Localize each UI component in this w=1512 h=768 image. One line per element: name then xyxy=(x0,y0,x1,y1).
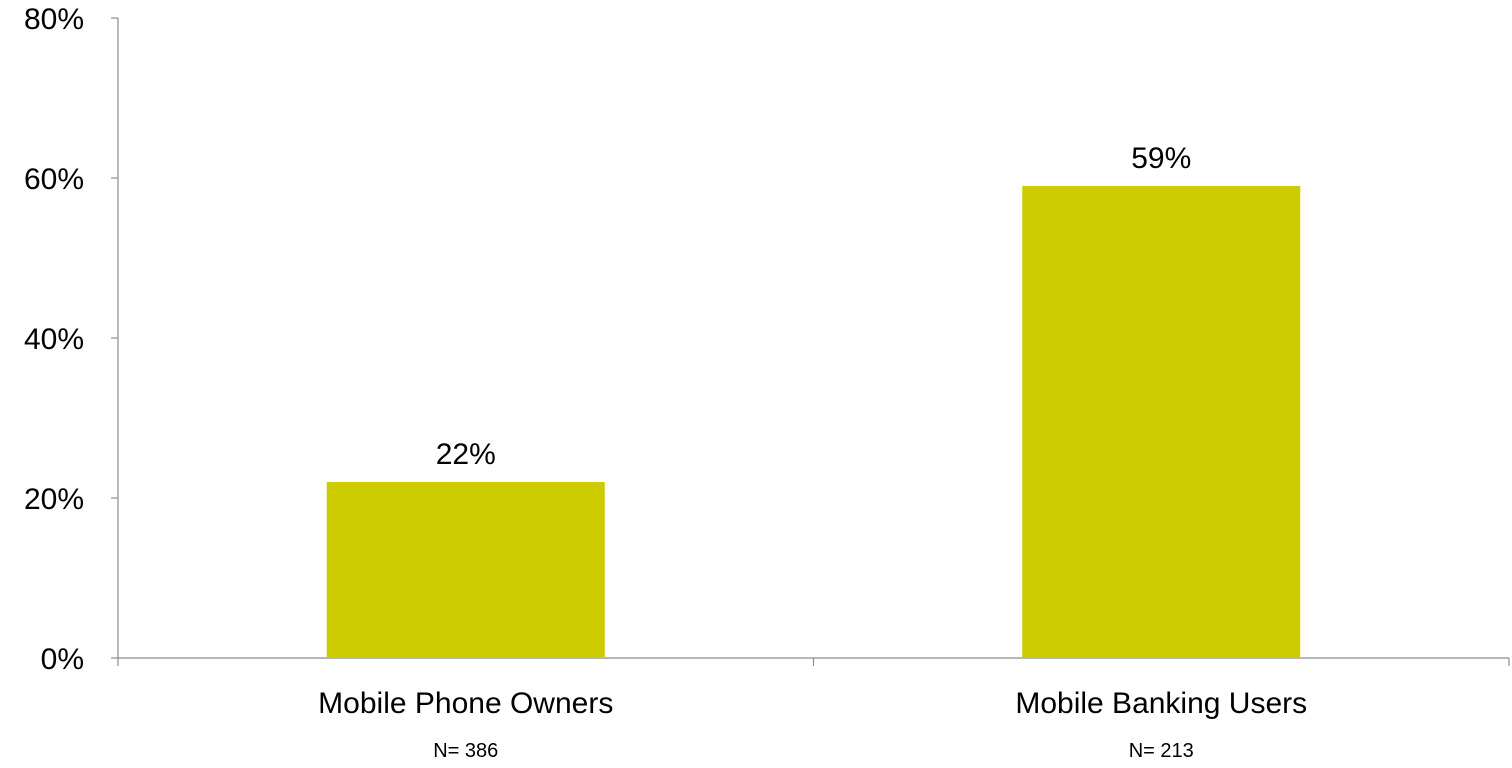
sample-size-label: N= 386 xyxy=(433,740,498,762)
data-label: 59% xyxy=(1131,142,1191,175)
y-tick-label: 0% xyxy=(41,643,84,676)
y-tick-label: 40% xyxy=(24,323,84,356)
bar xyxy=(326,482,605,658)
y-tick-label: 20% xyxy=(24,483,84,516)
y-tick-label: 80% xyxy=(24,3,84,36)
x-tick-label: Mobile Phone Owners xyxy=(318,687,613,720)
bar xyxy=(1022,186,1301,658)
y-tick-label: 60% xyxy=(24,163,84,196)
sample-size-label: N= 213 xyxy=(1129,740,1194,762)
bars xyxy=(326,186,1301,658)
data-label: 22% xyxy=(436,438,496,471)
labels: 0% 20% 40% 60% 80% 22% Mobile Phone Owners N= 3… xyxy=(24,3,1307,762)
x-tick-label: Mobile Banking Users xyxy=(1015,687,1307,720)
